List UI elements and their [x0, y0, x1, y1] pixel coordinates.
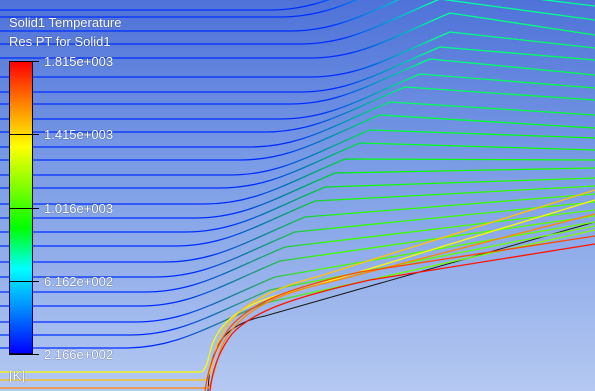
color-bar-label: 1.016e+003 — [44, 201, 114, 216]
color-bar-label: 6.162e+002 — [44, 274, 114, 289]
streamline — [0, 0, 595, 45]
streamline — [0, 185, 595, 247]
streamline — [0, 142, 595, 189]
streamline — [0, 158, 595, 205]
streamline — [0, 73, 595, 120]
color-bar-label-min: 2.166e+002 — [44, 347, 114, 362]
streamline — [0, 0, 358, 18]
streamline — [0, 209, 595, 293]
color-bar-label-max: 1.815e+003 — [44, 54, 114, 69]
color-bar-tick — [9, 61, 39, 62]
streamline — [0, 129, 595, 176]
legend-subtitle: Res PT for Solid1 — [9, 34, 111, 49]
streamline — [0, 86, 595, 133]
streamline — [0, 46, 595, 93]
streamline — [0, 199, 595, 373]
streamline — [0, 114, 595, 161]
streamline — [0, 58, 595, 105]
streamline — [0, 101, 595, 148]
streamline — [209, 243, 595, 391]
color-bar — [9, 61, 33, 354]
legend-title: Solid1 Temperature — [9, 15, 122, 30]
color-bar-tick — [9, 281, 39, 282]
streamline — [0, 31, 595, 78]
streamline — [0, 221, 595, 323]
color-bar-tick — [9, 134, 39, 135]
streamline — [0, 0, 330, 11]
streamline — [0, 12, 595, 59]
solid-boundary — [207, 221, 595, 391]
color-bar-label: 1.415e+003 — [44, 127, 114, 142]
streamline — [0, 193, 595, 263]
streamline — [0, 0, 595, 32]
streamline — [0, 225, 595, 336]
color-bar-tick — [9, 354, 39, 355]
streamline — [0, 215, 595, 307]
streamline — [0, 177, 595, 233]
streamline — [204, 235, 595, 391]
streamline — [0, 201, 595, 278]
units-label: [K] — [9, 368, 25, 383]
color-bar-tick — [9, 208, 39, 209]
streamline — [0, 167, 595, 219]
